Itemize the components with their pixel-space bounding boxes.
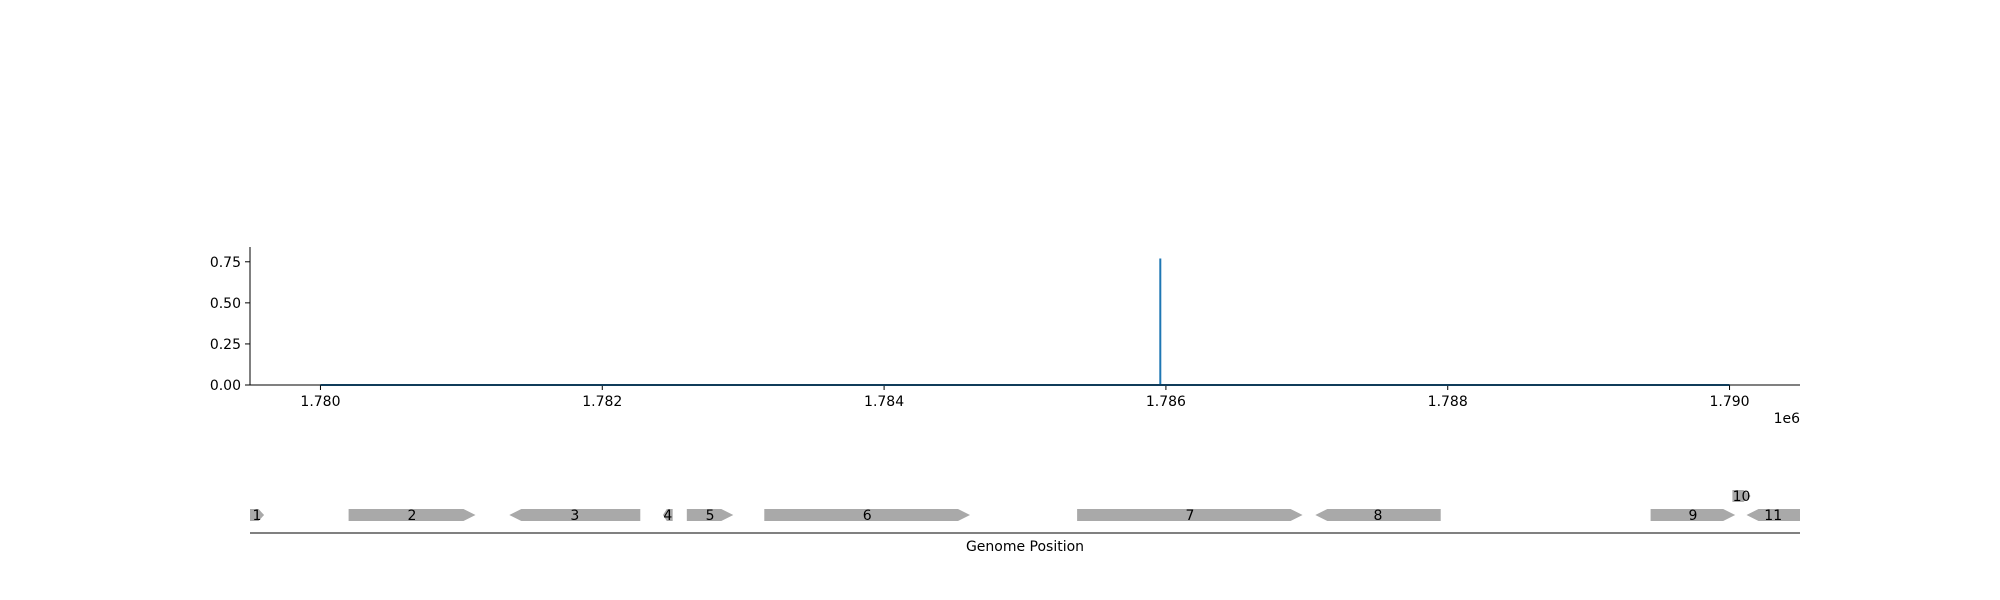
gene-arrow	[686, 509, 734, 521]
x-tick-label: 1.780	[300, 394, 340, 410]
gene-label: 6	[863, 508, 872, 524]
x-tick-label: 1.790	[1709, 394, 1749, 410]
gene-label: 3	[570, 508, 579, 524]
gene-label: 10	[1733, 489, 1751, 505]
gene-map-x-axis-label: Genome Position	[966, 539, 1084, 555]
x-axis-offset-label: 1e6	[1774, 411, 1801, 427]
gene-label: 11	[1764, 508, 1782, 524]
gene-arrow	[1732, 490, 1751, 502]
y-tick-label: 0.25	[210, 337, 241, 353]
coverage-axes-ticks: 1.780 1.782 1.784 1.786 1.788 1.790 0.00 0.25 0.…	[210, 255, 1750, 410]
y-tick-label: 0.50	[210, 296, 241, 312]
coverage-series-line	[320, 258, 1730, 386]
coverage-plot: 1.780 1.782 1.784 1.786 1.788 1.790 0.00 0.25 0.…	[210, 247, 1800, 427]
gene-label: 4	[663, 508, 672, 524]
gene-arrow	[1315, 509, 1441, 521]
gene-arrow	[1077, 509, 1303, 521]
x-tick-label: 1.784	[864, 394, 904, 410]
gene-arrow	[348, 509, 476, 521]
x-tick-label: 1.782	[582, 394, 622, 410]
gene-label: 2	[408, 508, 417, 524]
gene-label: 7	[1185, 508, 1194, 524]
gene-map: 1 2 3 4 5 6 7 8 9 10 11 Genome Position	[250, 489, 1800, 555]
gene-arrow	[250, 509, 265, 521]
x-tick-label: 1.788	[1428, 394, 1468, 410]
gene-arrow	[1746, 509, 1800, 521]
gene-label: 8	[1374, 508, 1383, 524]
y-tick-label: 0.00	[210, 378, 241, 394]
x-tick-label: 1.786	[1146, 394, 1186, 410]
y-tick-label: 0.75	[210, 255, 241, 271]
gene-arrow	[764, 509, 970, 521]
gene-label: 9	[1688, 508, 1697, 524]
gene-label: 1	[253, 508, 262, 524]
gene-arrow	[662, 509, 673, 521]
gene-label: 5	[706, 508, 715, 524]
gene-features: 1 2 3 4 5 6 7 8 9 10 11	[250, 489, 1800, 524]
gene-arrow	[509, 509, 641, 521]
gene-arrow	[1650, 509, 1736, 521]
